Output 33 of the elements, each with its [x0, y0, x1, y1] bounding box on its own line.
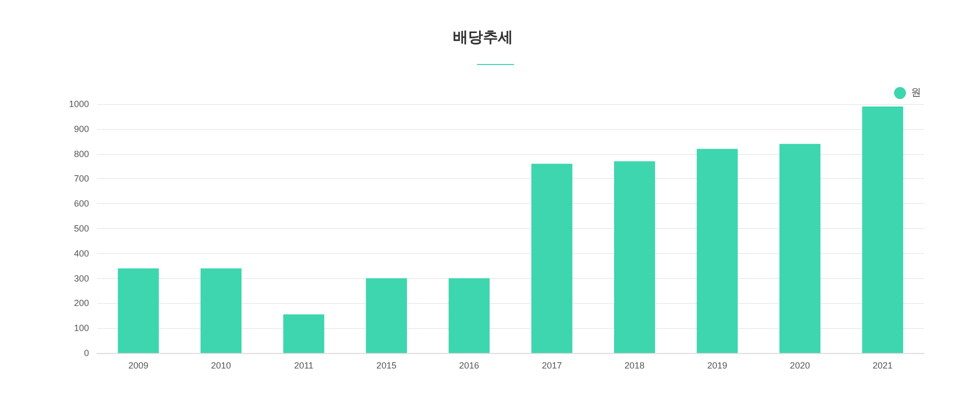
- bar: [200, 268, 242, 353]
- x-tick-label: 2019: [707, 360, 728, 370]
- y-tick-label: 800: [74, 148, 89, 159]
- y-tick-label: 0: [84, 348, 89, 358]
- x-tick-label: 2010: [211, 360, 232, 370]
- chart-title: 배당추세: [452, 28, 514, 47]
- y-tick-label: 300: [74, 273, 89, 284]
- y-tick-label: 900: [74, 124, 89, 134]
- x-tick-label: 2016: [459, 360, 480, 370]
- x-tick-label: 2015: [376, 360, 396, 370]
- y-tick-label: 700: [74, 174, 89, 184]
- x-tick-label: 2017: [542, 360, 562, 370]
- y-tick-label: 200: [74, 298, 89, 308]
- bar: [862, 106, 904, 353]
- x-tick-label: 2018: [624, 360, 645, 370]
- x-tick-label: 2009: [128, 360, 148, 370]
- bar: [531, 164, 572, 353]
- y-tick-label: 600: [74, 198, 89, 209]
- y-tick-label: 1000: [68, 99, 89, 109]
- bar: [696, 148, 738, 353]
- x-tick-label: 2021: [872, 360, 893, 370]
- legend-label: 원: [911, 88, 921, 98]
- y-tick-label: 100: [74, 323, 89, 334]
- y-tick-label: 500: [74, 224, 89, 234]
- bar: [366, 278, 407, 353]
- bar: [779, 144, 820, 353]
- bar: [614, 161, 656, 353]
- x-tick-label: 2020: [790, 360, 810, 370]
- bar: [283, 314, 324, 353]
- y-tick-label: 400: [74, 248, 89, 258]
- bar: [118, 268, 159, 353]
- x-tick-label: 2011: [294, 360, 314, 370]
- bar: [448, 278, 490, 353]
